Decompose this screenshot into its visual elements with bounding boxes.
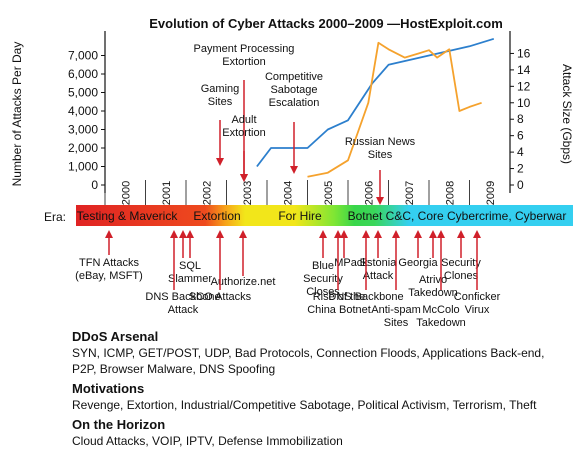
event-label: SQL Slammer [168,260,212,285]
event-label: Blue Security Closes [303,260,343,298]
right-tick-label: 2 [517,162,524,176]
year-label: 2000 [120,181,132,205]
era-segment-label: Testing & Maverick [77,209,179,223]
left-tick-label: 1,000 [68,160,98,174]
right-tick-label: 4 [517,145,524,159]
right-tick-label: 0 [517,178,524,192]
era-segment-label: Extortion [193,209,240,223]
event-markers: TFN Attacks (eBay, MSFT)DNS Backbone Attac… [75,230,501,329]
event-label: Rise of the China Botnet [307,291,371,316]
cyber-attacks-chart: Evolution of Cyber Attacks 2000–2009 —Ho… [10,16,574,329]
right-tick-label: 12 [517,79,531,93]
event-label: Conficker Virux [454,291,501,316]
right-tick-label: 6 [517,129,524,143]
year-label: 2005 [323,181,335,205]
left-tick-label: 7,000 [68,49,98,63]
right-tick-label: 8 [517,112,524,126]
right-axis-ticks: 0 2 4 6 8 10 12 14 16 [510,46,531,192]
left-tick-label: 2,000 [68,141,98,155]
year-label: 2004 [282,181,294,205]
section-line: P2P, Browser Malware, DNS Spoofing [72,362,276,376]
section-ddos-arsenal: DDoS Arsenal SYN, ICMP, GET/POST, UDP, B… [72,328,577,377]
era-label: Era: [44,210,66,224]
era-segment-label: For Hire [278,209,322,223]
year-label: 2009 [485,181,497,205]
chart-series [256,37,495,178]
right-axis-label: Attack Size (Gbps) [560,64,574,164]
era-bar [76,205,573,226]
section-on-the-horizon: On the Horizon Cloud Attacks, VOIP, IPTV… [72,416,577,449]
left-tick-label: 5,000 [68,86,98,100]
section-line: SYN, ICMP, GET/POST, UDP, Bad Protocols,… [72,346,545,360]
year-label: 2008 [444,181,456,205]
annotation-label: Adult Extortion [222,114,265,139]
event-label: SCO Attacks [189,291,252,303]
event-label: DNS Backbone Attack [145,291,220,316]
year-label: 2006 [363,181,375,205]
section-title: On the Horizon [72,417,166,432]
era-segment-label: Botnet C&C, Core Cybercrime, Cyberwar [348,209,567,223]
notes-area: DDoS Arsenal SYN, ICMP, GET/POST, UDP, B… [72,328,577,452]
left-tick-label: 4,000 [68,104,98,118]
year-axis-ticks: 2000 2001 2002 2003 2004 2005 2006 2007 2008 2009 [104,180,497,205]
year-label: 2007 [404,181,416,205]
section-title: Motivations [72,381,145,396]
event-label: TFN Attacks (eBay, MSFT) [75,257,143,282]
left-tick-label: 3,000 [68,123,98,137]
chart-annotations: Gaming Sites Payment Processing Extortion Ad… [194,43,416,205]
era-segments: Testing & Maverick Extortion For Hire Botne… [77,209,567,223]
event-label: MPack [334,257,368,269]
annotation-label: Payment Processing Extortion [194,43,295,68]
event-label: Georgia [398,257,438,269]
year-label: 2002 [201,181,213,205]
event-label: DNS Backbone [328,291,403,303]
right-tick-label: 16 [517,46,531,60]
event-label: Security Clones [441,257,481,282]
year-label: 2001 [161,181,173,205]
section-line: Revenge, Extortion, Industrial/Competiti… [72,398,537,412]
event-label: Authorize.net [211,276,276,288]
left-tick-label: 6,000 [68,67,98,81]
section-motivations: Motivations Revenge, Extortion, Industri… [72,380,577,413]
attacks-per-day-line [256,37,495,168]
annotation-label: Russian News Sites [345,136,416,161]
left-axis-ticks: 0 1,000 2,000 3,000 4,000 5,000 6,000 7,000 [68,49,105,192]
left-axis-label: Number of Attacks Per Day [10,42,24,187]
annotation-label: Competitive Sabotage Escalation [265,71,323,109]
year-label: 2003 [242,181,254,205]
chart-axes [104,31,511,193]
right-tick-label: 10 [517,96,531,110]
event-label: Atrivo Takedown [408,274,458,299]
chart-title: Evolution of Cyber Attacks 2000–2009 —Ho… [149,16,503,31]
section-line: Cloud Attacks, VOIP, IPTV, Defense Immob… [72,434,343,448]
left-tick-label: 0 [91,178,98,192]
attack-size-line [307,41,482,178]
event-label: Estonia Attack [360,257,398,282]
annotation-label: Gaming Sites [201,83,240,108]
event-label: Anti-spam Sites [371,304,421,329]
event-label: McColo Takedown [416,304,466,329]
section-title: DDoS Arsenal [72,329,159,344]
right-tick-label: 14 [517,63,531,77]
